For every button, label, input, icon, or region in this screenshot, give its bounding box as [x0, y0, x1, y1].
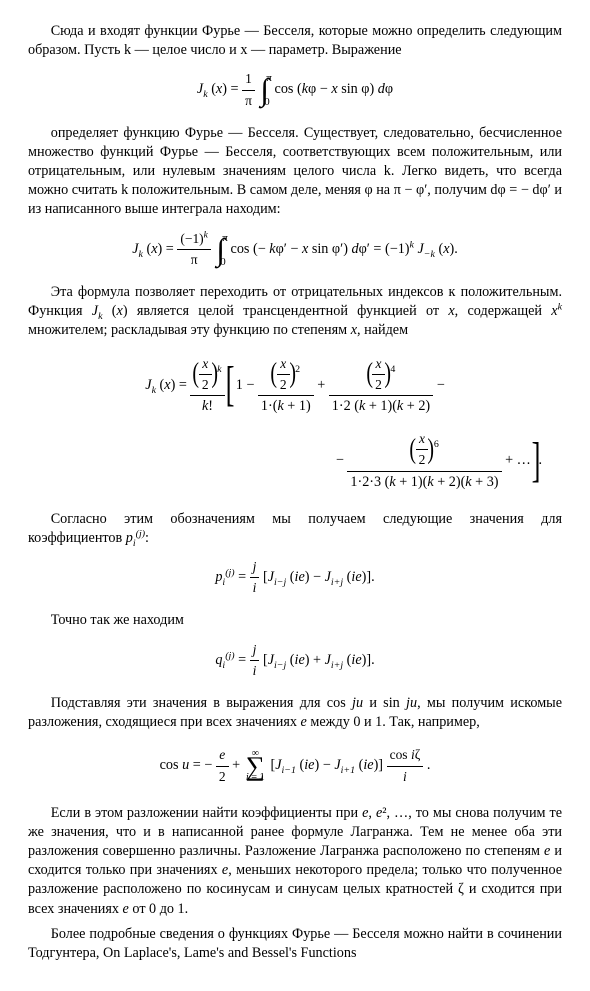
paragraph-def: определяет функцию Фурье — Бесселя. Суще… — [28, 124, 562, 220]
equation-jk-series: Jk (x) = (x2)k k! [ 1 − (x2)2 1·(k + 1) … — [28, 355, 562, 417]
equation-cosu: cos u = − e2 + ∑∞i = 1 [Ji−1 (ie) − Ji+1… — [28, 746, 562, 785]
equation-jk-def: Jk (x) = 1π ∫π0 cos (kφ − x sin φ) dφ — [28, 70, 562, 109]
paragraph-subst: Подставляя эти значения в выражения для … — [28, 694, 562, 732]
paragraph-compare: Если в этом разложении найти коэффициент… — [28, 804, 562, 919]
paragraph-intro: Сюда и входят функции Фурье — Бесселя, к… — [28, 22, 562, 60]
equation-p: pi(j) = ji [Ji−j (ie) − Ji+j (ie)]. — [28, 558, 562, 597]
equation-jk-neg: Jk (x) = (−1)kπ ∫π0 cos (− kφ′ − x sin φ… — [28, 230, 562, 269]
paragraph-coeff-p: Согласно этим обозначениям мы получаем с… — [28, 510, 562, 548]
paragraph-ref: Более подробные сведения о функциях Фурь… — [28, 925, 562, 963]
equation-jk-series-line2: − (x2)6 1·2·3 (k + 1)(k + 2)(k + 3) + … … — [28, 430, 562, 492]
paragraph-coeff-q: Точно так же находим — [28, 611, 562, 630]
paragraph-series: Эта формула позволяет переходить от отри… — [28, 283, 562, 341]
equation-q: qi(j) = ji [Ji−j (ie) + Ji+j (ie)]. — [28, 641, 562, 680]
